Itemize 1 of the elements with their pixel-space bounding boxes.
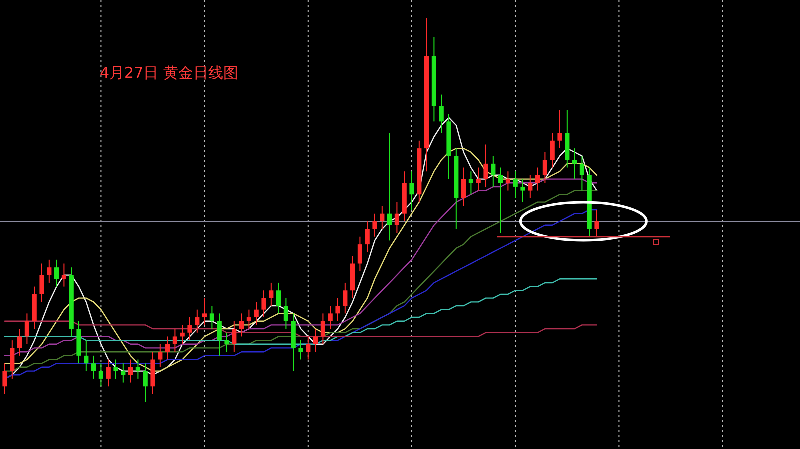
title: 4月27日 黄金日线图 (100, 64, 238, 82)
